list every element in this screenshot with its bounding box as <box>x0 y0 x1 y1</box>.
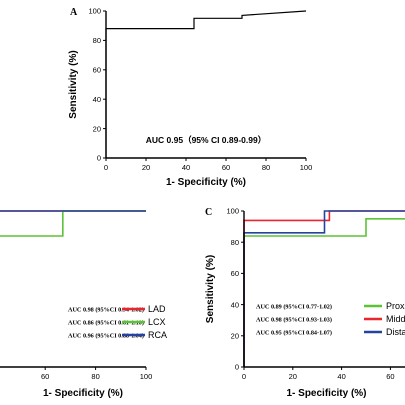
y-tick-label: 100 <box>88 7 101 16</box>
y-tick-label: 0 <box>97 154 101 163</box>
x-tick-label: 80 <box>91 372 99 381</box>
panel-a: 0 20 40 60 80 100 0 20 40 60 80 100 1- Specificity (… <box>68 7 312 188</box>
y-tick-label: 40 <box>231 300 239 309</box>
y-tick-label: 60 <box>231 269 239 278</box>
legend-auc-text: AUC 0.98 (95%CI 0.94-1.02) <box>68 307 144 314</box>
legend-auc-text: AUC 0.98 (95%CI 0.93-1.03) <box>256 317 332 324</box>
y-axis-title: Sensitivity (%) <box>68 50 79 118</box>
roc-line-rca <box>0 210 146 212</box>
legend-label: LCX <box>148 317 166 327</box>
roc-line-proximal <box>243 218 405 367</box>
x-tick-label: 60 <box>386 372 394 381</box>
y-tick-label: 0 <box>235 363 239 372</box>
roc-line-lcx <box>0 210 146 237</box>
panel-letter: C <box>205 207 212 218</box>
roc-line-lad <box>0 210 146 212</box>
legend-auc-text: AUC 0.96 (95%CI 0.88-1.04) <box>68 333 144 340</box>
x-tick-label: 40 <box>182 163 190 172</box>
legend-label: RCA <box>148 330 167 340</box>
x-tick-label: 0 <box>242 372 246 381</box>
x-axis-title: 1- Specificity (%) <box>43 388 123 399</box>
y-tick-label: 80 <box>93 36 101 45</box>
x-tick-label: 100 <box>140 372 153 381</box>
y-tick-label: 60 <box>93 66 101 75</box>
x-tick-label: 60 <box>222 163 230 172</box>
auc-annotation: AUC 0.95（95% CI 0.89-0.99） <box>146 135 266 145</box>
y-tick-label: 80 <box>231 238 239 247</box>
x-tick-label: 20 <box>142 163 150 172</box>
legend-label: LAD <box>148 304 166 314</box>
x-tick-label: 100 <box>300 163 313 172</box>
y-tick-label: 20 <box>93 124 101 133</box>
x-axis-title: 1- Specificity (%) <box>166 177 246 188</box>
x-tick-label: 20 <box>289 372 297 381</box>
y-tick-label: 100 <box>226 207 239 216</box>
legend-label: Distal <box>386 327 405 337</box>
x-tick-label: 40 <box>337 372 345 381</box>
roc-line-distal <box>243 210 405 367</box>
panel-letter: A <box>70 7 78 18</box>
y-axis-title: Sensitivity (%) <box>205 255 216 323</box>
x-tick-label: 0 <box>104 163 108 172</box>
legend-auc-text: AUC 0.89 (95%CI 0.77-1.02) <box>256 304 332 311</box>
legend-auc-text: AUC 0.95 (95%CI 0.84-1.07) <box>256 330 332 337</box>
roc-line-middle <box>243 210 405 367</box>
x-axis-title: 1- Specificity (%) <box>286 388 366 399</box>
legend-label: Middle <box>386 314 405 324</box>
legend-label: Proximal <box>386 301 405 311</box>
y-tick-label: 40 <box>93 95 101 104</box>
y-tick-label: 20 <box>231 332 239 341</box>
legend-auc-text: AUC 0.86 (95%CI 0.61-1.10) <box>68 320 144 327</box>
x-tick-label: 80 <box>262 163 270 172</box>
x-tick-label: 60 <box>41 372 49 381</box>
